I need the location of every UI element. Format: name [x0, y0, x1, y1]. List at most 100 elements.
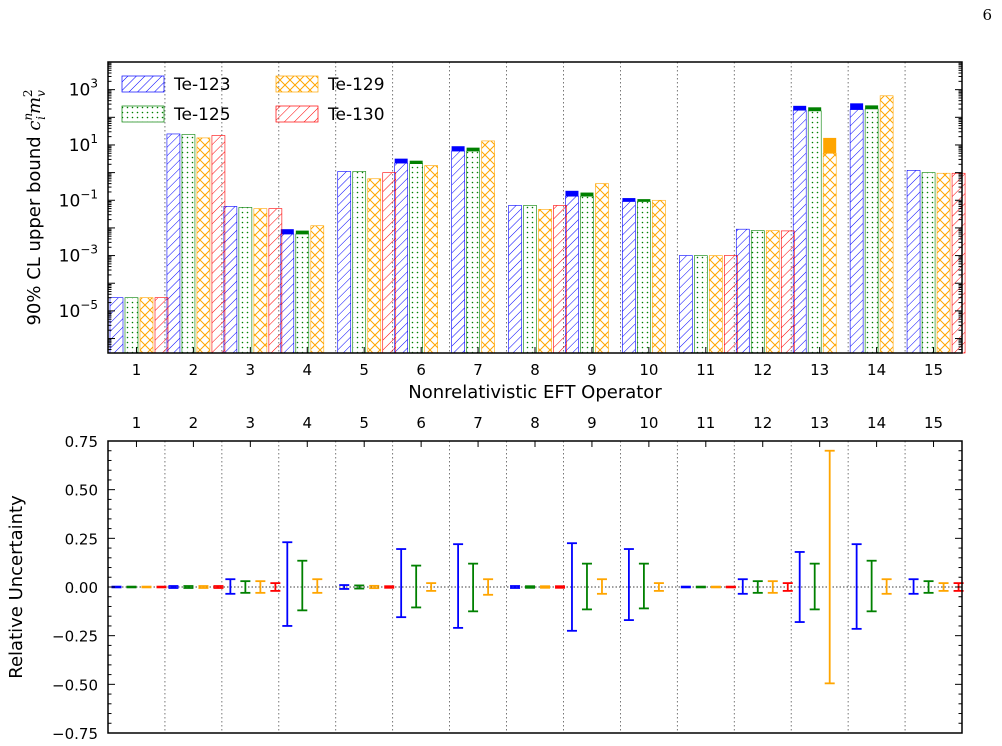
bar-te-129-op9 [595, 183, 609, 354]
bar-te-123-op6 [394, 162, 408, 354]
errorbar-te-130-op12 [782, 582, 793, 592]
errorbar-te-125-op8 [525, 585, 536, 589]
bar-te-129-op15 [936, 172, 951, 354]
bar-te-129-op5 [367, 178, 382, 354]
errorbar-te-129-op11 [710, 585, 721, 589]
y-tick-label: 10−3 [59, 243, 98, 267]
errorbar-te-125-op11 [695, 585, 706, 589]
x-tick-label: 13 [810, 414, 829, 432]
bar-te-123-op2 [166, 133, 181, 354]
x-tick-label: 2 [189, 361, 199, 379]
y-axis-label: Relative Uncertainty [6, 495, 27, 679]
errorbar-te-129-op3 [255, 580, 266, 594]
errorbar-te-125-op10 [638, 562, 649, 610]
bar-te-123-op8 [508, 205, 522, 354]
errorbar-te-123-op11 [680, 585, 691, 589]
bar-te-129-op13 [822, 152, 837, 354]
bar-te-123-op13 [792, 109, 807, 354]
x-tick-label: 5 [359, 361, 369, 379]
x-tick-label: 6 [416, 361, 426, 379]
errorbar-te-125-op4 [297, 559, 308, 612]
x-tick-label: 15 [924, 414, 943, 432]
errorbar-te-125-op1 [126, 585, 137, 589]
uncertainty-band-te-125-op6 [409, 160, 423, 164]
bar-te-129-op3 [253, 208, 268, 354]
bar-te-123-op5 [337, 171, 352, 354]
bar-te-130-op11 [724, 255, 738, 354]
uncertainty-band-te-125-op10 [637, 199, 651, 202]
y-axis-label: 90% CL upper bound cnimv2 [21, 89, 48, 325]
legend: Te-123 Te-125 Te-129 Te-130 [121, 75, 385, 125]
errorbar-te-125-op7 [468, 562, 479, 613]
bar-te-125-op3 [238, 207, 253, 354]
uncertainty-band-te-125-op7 [466, 147, 480, 152]
bar-te-130-op5 [382, 172, 397, 354]
x-tick-label: 10 [639, 414, 658, 432]
uncertainty-band-te-123-op13 [793, 105, 807, 111]
bar-te-123-op12 [735, 228, 750, 354]
bar-te-129-op12 [765, 230, 780, 354]
errorbar-te-123-op8 [510, 585, 521, 589]
bar-te-125-op10 [637, 201, 651, 354]
bar-te-125-op14 [864, 108, 879, 354]
errorbar-te-129-op4 [312, 578, 323, 594]
legend-label-te-129: Te-129 [327, 75, 385, 95]
legend-swatch-te-130 [275, 105, 319, 123]
y-tick-label: 0.50 [65, 482, 98, 500]
errorbar-te-123-op15 [908, 578, 919, 595]
x-tick-label: 14 [867, 361, 886, 379]
bar-te-123-op15 [906, 170, 921, 354]
x-tick-label: 11 [696, 414, 715, 432]
page-number: 6 [982, 6, 992, 24]
errorbar-te-123-op7 [453, 543, 464, 629]
y-tick-label: 103 [69, 77, 98, 101]
bar-te-125-op8 [523, 205, 537, 354]
errorbar-te-123-op12 [737, 578, 748, 595]
y-tick-label: 0.75 [65, 433, 98, 451]
bar-te-125-op15 [921, 172, 936, 354]
uncertainty-band-te-125-op4 [295, 230, 309, 235]
errorbar-te-125-op13 [809, 562, 820, 611]
uncertainty-band-te-125-op13 [808, 107, 822, 111]
errorbar-te-129-op12 [767, 580, 778, 594]
x-tick-label: 5 [359, 414, 369, 432]
errorbar-te-123-op2 [168, 585, 179, 589]
operator-separators [164, 441, 906, 733]
errorbar-te-123-op3 [225, 578, 236, 595]
errorbar-te-123-op13 [794, 551, 805, 623]
x-tick-label: 11 [696, 361, 715, 379]
bar-te-123-op9 [565, 195, 579, 354]
legend-swatch-te-125 [121, 105, 165, 123]
bar-te-129-op14 [879, 95, 894, 354]
uncertainty-band-te-129-op13 [823, 137, 837, 154]
y-tick-label: −0.50 [52, 676, 98, 694]
errorbar-te-125-op14 [866, 559, 877, 613]
legend-label-te-125: Te-125 [173, 105, 231, 125]
bar-te-125-op7 [466, 150, 480, 354]
y-tick-label: 0.25 [65, 530, 98, 548]
bar-te-123-op14 [849, 109, 864, 354]
errorbar-te-130-op2 [213, 585, 224, 589]
errorbar-te-125-op3 [240, 580, 251, 594]
uncertainty-band-te-125-op14 [865, 105, 879, 109]
bar-te-129-op10 [652, 199, 666, 354]
bars [109, 95, 966, 354]
bar-te-123-op10 [622, 201, 636, 354]
bar-te-129-op11 [709, 255, 723, 354]
legend-label-te-130: Te-130 [327, 105, 385, 125]
bar-te-129-op8 [538, 209, 552, 354]
errorbar-te-123-op10 [623, 548, 634, 621]
x-tick-label: 2 [189, 414, 199, 432]
y-tick-label: −0.75 [52, 725, 98, 743]
uncertainty-band-te-123-op4 [280, 229, 294, 235]
x-axis-label: Nonrelativistic EFT Operator [408, 382, 662, 403]
errorbar-te-129-op10 [653, 582, 664, 592]
errorbar-te-123-op6 [396, 548, 407, 619]
x-tick-label: 9 [587, 414, 597, 432]
errorbar-te-129-op15 [938, 582, 949, 592]
bar-te-129-op1 [139, 297, 154, 354]
errorbar-te-129-op9 [596, 578, 607, 595]
bar-te-125-op4 [295, 233, 310, 354]
x-tick-label: 3 [246, 414, 256, 432]
y-tick-label: 10−1 [59, 187, 98, 211]
